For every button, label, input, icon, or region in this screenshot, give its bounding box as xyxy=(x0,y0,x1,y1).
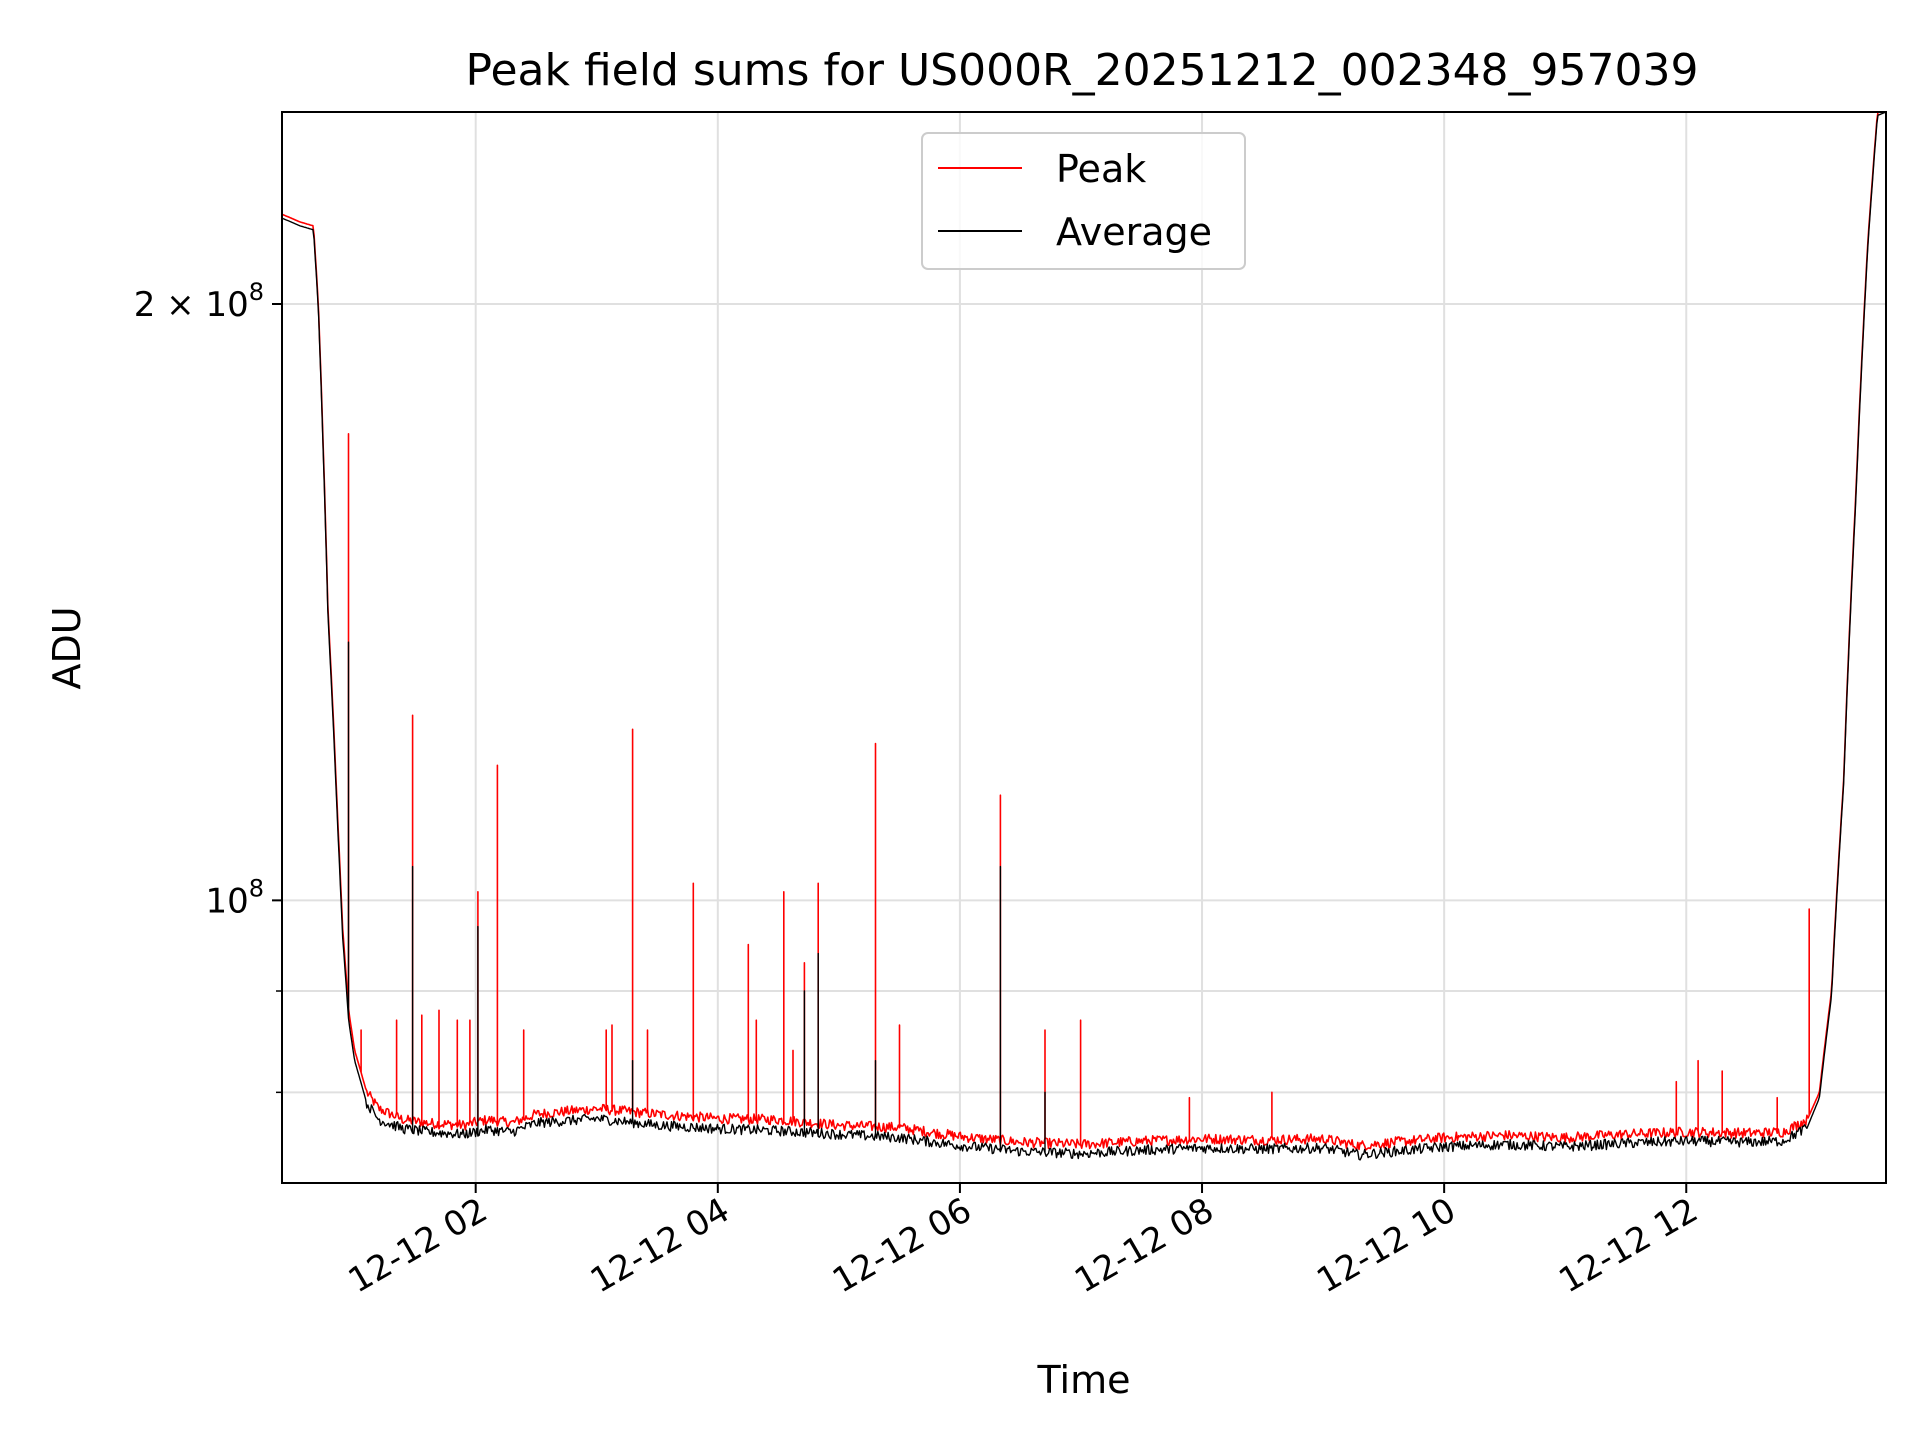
legend-label-average: Average xyxy=(1056,210,1212,254)
y-tick-label: 2 × 108 xyxy=(134,278,264,325)
x-axis-label: Time xyxy=(1037,1358,1131,1402)
series-layer xyxy=(281,111,1887,1161)
series-line-peak xyxy=(281,111,1886,1151)
y-axis-label: ADU xyxy=(45,606,89,689)
grid-lines xyxy=(282,112,1886,1183)
y-tick-label: 108 xyxy=(205,874,264,921)
plot-area-frame xyxy=(281,111,1887,1184)
chart-title: Peak field sums for US000R_20251212_0023… xyxy=(465,45,1698,96)
legend-label-peak: Peak xyxy=(1056,147,1146,191)
series-line-average xyxy=(281,111,1887,1161)
legend: Peak Average xyxy=(921,132,1246,270)
